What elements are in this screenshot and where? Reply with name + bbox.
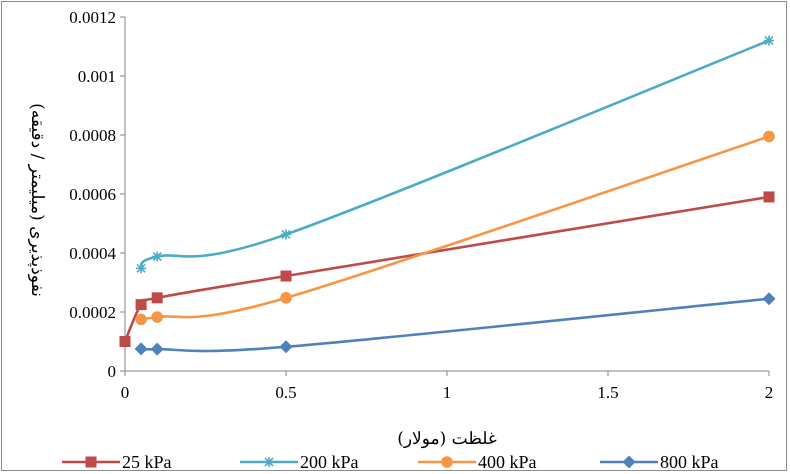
legend: 25 kPa 200 kPa 400 kPa 800 kPa xyxy=(62,452,719,472)
data-point xyxy=(134,342,148,356)
axes xyxy=(120,16,770,376)
legend-item: 200 kPa xyxy=(240,452,359,472)
data-point xyxy=(151,292,163,304)
legend-marker xyxy=(441,456,453,468)
data-point xyxy=(279,340,293,354)
legend-label: 800 kPa xyxy=(660,452,719,472)
y-tick-label: 0.0002 xyxy=(69,303,116,322)
legend-item: 400 kPa xyxy=(418,452,537,472)
data-point xyxy=(135,299,147,311)
data-point xyxy=(152,251,163,262)
tick-labels: 0 0.0002 0.0004 0.0006 0.0008 0.001 0.0012 0 0.5… xyxy=(69,8,773,402)
legend-label: 400 kPa xyxy=(478,452,537,472)
data-point xyxy=(135,313,147,326)
series-400-kpa xyxy=(135,130,775,326)
series-line xyxy=(139,297,770,353)
y-tick-label: 0.0004 xyxy=(69,244,116,263)
y-tick-label: 0.001 xyxy=(78,67,116,86)
data-point xyxy=(763,130,775,143)
legend-item: 25 kPa xyxy=(62,452,172,472)
data-point xyxy=(150,342,164,356)
data-point xyxy=(136,263,147,274)
legend-label: 25 kPa xyxy=(122,452,172,472)
series-line xyxy=(123,195,770,343)
series-800-kpa xyxy=(134,292,776,356)
x-tick-label: 1 xyxy=(443,383,452,402)
y-tick-label: 0.0012 xyxy=(69,8,116,27)
series-layer xyxy=(119,35,776,356)
y-tick-label: 0.0008 xyxy=(69,126,116,145)
data-point xyxy=(280,292,292,304)
series-line xyxy=(139,39,770,270)
legend-item: 800 kPa xyxy=(600,452,719,472)
legend-marker xyxy=(264,457,274,467)
data-point xyxy=(762,292,776,306)
data-point xyxy=(151,311,163,323)
data-point xyxy=(281,229,291,240)
x-tick-label: 0.5 xyxy=(275,383,296,402)
y-tick-label: 0 xyxy=(108,362,117,381)
legend-label: 200 kPa xyxy=(300,452,359,472)
legend-marker xyxy=(85,456,97,468)
data-point xyxy=(763,191,775,203)
series-25-kpa xyxy=(119,191,775,347)
y-tick-label: 0.0006 xyxy=(69,185,116,204)
series-200-kpa xyxy=(136,35,774,274)
data-point xyxy=(280,270,292,282)
series-line xyxy=(139,135,770,321)
x-tick-label: 2 xyxy=(765,383,774,402)
x-tick-label: 1.5 xyxy=(597,383,618,402)
data-point xyxy=(764,35,774,46)
legend-marker xyxy=(622,455,636,469)
x-axis-label: غلظت (مولار) xyxy=(397,429,497,449)
x-tick-label: 0 xyxy=(121,383,130,402)
data-point xyxy=(119,336,131,347)
y-axis-label: نفوذپذیری (میلیمتر / دقیقه) xyxy=(27,103,47,297)
